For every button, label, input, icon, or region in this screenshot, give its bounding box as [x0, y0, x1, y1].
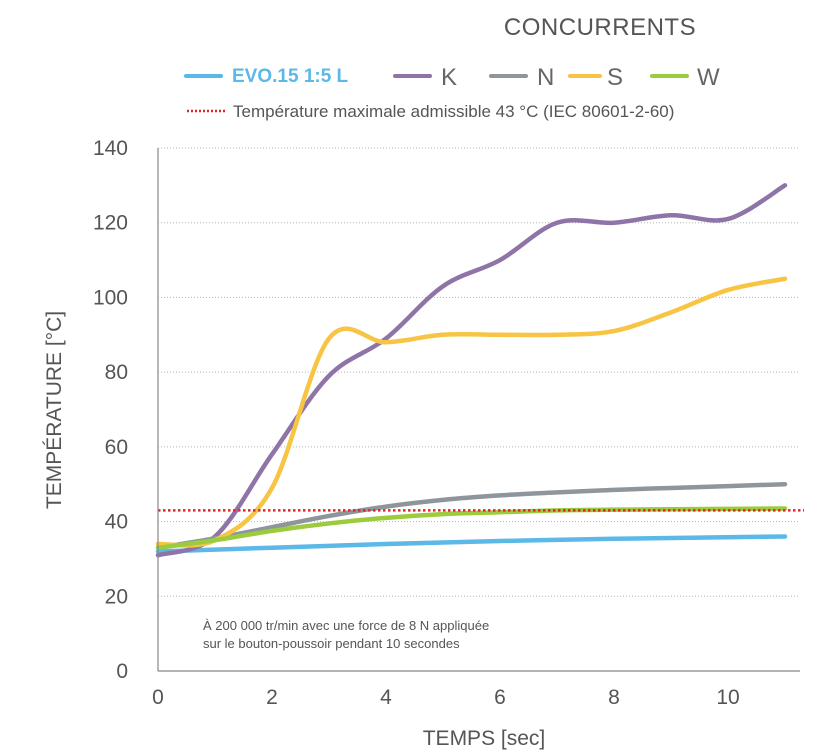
y-tick-20: 20 [105, 585, 128, 608]
y-tick-60: 60 [105, 436, 128, 459]
annotation-line-2: sur le bouton-poussoir pendant 10 second… [203, 636, 460, 651]
legend-label-k: K [441, 64, 457, 91]
y-tick-labels: 0 20 40 60 80 100 120 140 [93, 137, 128, 683]
x-tick-10: 10 [716, 686, 739, 709]
y-axis-title: TEMPÉRATURE [°C] [43, 311, 66, 509]
series-lines [155, 183, 788, 558]
y-tick-0: 0 [116, 660, 128, 683]
grid-lines [158, 147, 800, 597]
y-tick-40: 40 [105, 511, 128, 534]
y-tick-80: 80 [105, 361, 128, 384]
x-tick-labels: 0 2 4 6 8 10 [152, 686, 740, 709]
legend-label-evo-15-1-5-l: EVO.15 1:5 L [232, 66, 349, 87]
reference-legend-label: Température maximale admissible 43 °C (I… [233, 102, 674, 121]
chart-legend: EVO.15 1:5 L K N S W [184, 64, 720, 91]
annotation-line-1: À 200 000 tr/min avec une force de 8 N a… [203, 618, 489, 633]
y-tick-100: 100 [93, 286, 128, 309]
series-line-k [155, 183, 788, 558]
x-tick-8: 8 [608, 686, 620, 709]
y-tick-140: 140 [93, 137, 128, 160]
x-tick-0: 0 [152, 686, 164, 709]
x-tick-4: 4 [380, 686, 392, 709]
series-line-s [155, 276, 788, 548]
chart-title: CONCURRENTS [504, 14, 696, 41]
y-tick-120: 120 [93, 212, 128, 235]
x-axis-title: TEMPS [sec] [423, 727, 546, 750]
series-line-evo-15-1-5-l [155, 534, 788, 554]
x-tick-2: 2 [266, 686, 278, 709]
reference-legend: Température maximale admissible 43 °C (I… [187, 102, 674, 121]
series-line-n [155, 481, 788, 550]
legend-label-s: S [607, 64, 623, 91]
series-line-w [155, 506, 788, 550]
legend-label-n: N [537, 64, 554, 91]
x-tick-6: 6 [494, 686, 506, 709]
legend-label-w: W [697, 64, 720, 91]
